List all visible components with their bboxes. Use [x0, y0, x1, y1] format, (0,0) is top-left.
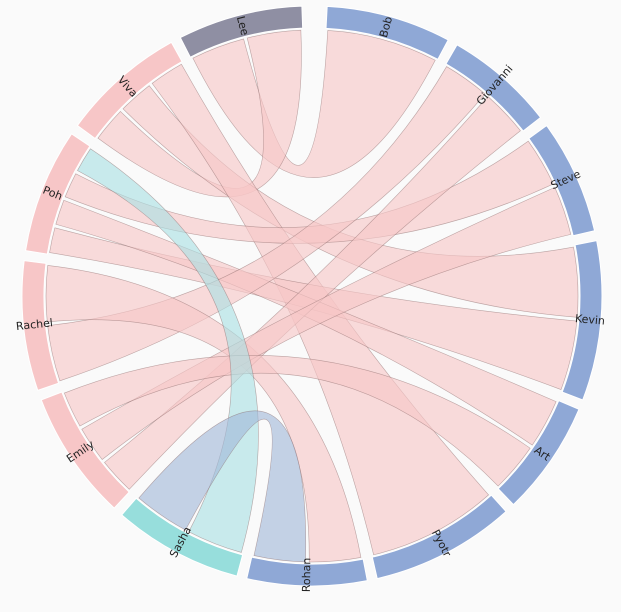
arc-viva [76, 41, 183, 140]
arc-rachel [21, 260, 60, 392]
arc-emily [40, 391, 130, 509]
ribbon-sasha-rohan [138, 410, 307, 563]
ribbon-poh-sasha [77, 148, 259, 553]
arc-pyotr [371, 494, 507, 580]
arc-label-bob: Bob [377, 15, 395, 39]
arc-label-lee: Lee [234, 15, 252, 37]
arc-label-rohan: Rohan [300, 558, 314, 593]
arc-art [497, 400, 580, 506]
arc-lee [179, 5, 304, 58]
arc-kevin [561, 240, 603, 401]
arc-label-kevin: Kevin [574, 312, 605, 328]
arc-rohan [246, 556, 368, 587]
arc-steve [528, 124, 596, 237]
ribbons-layer [45, 29, 579, 563]
arcs-layer [21, 5, 603, 587]
ribbon-emily-art [63, 354, 531, 487]
arc-label-rachel: Rachel [15, 316, 53, 333]
arc-poh [24, 133, 91, 255]
arc-sasha [121, 497, 244, 577]
arc-bob [325, 5, 449, 61]
arc-giovanni [445, 44, 542, 132]
ribbon-poh-art [55, 199, 557, 446]
